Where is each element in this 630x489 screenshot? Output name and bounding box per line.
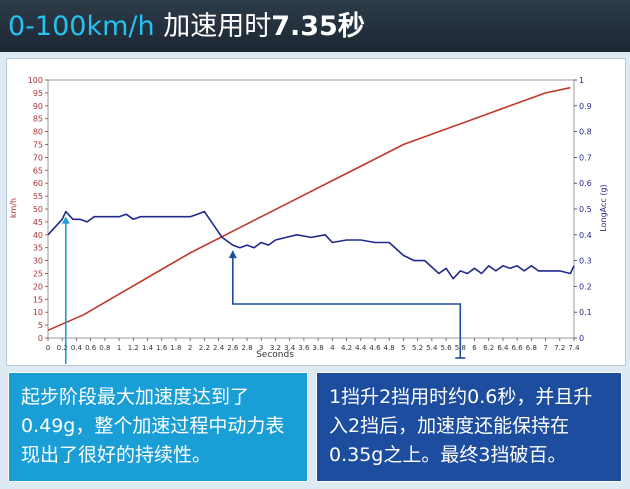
x-tick-label: 2.2	[199, 344, 210, 352]
right-tick-label: 0.1	[579, 308, 592, 317]
x-tick-label: 2	[188, 344, 192, 352]
title-prefix: 0-100km/h	[8, 10, 155, 42]
x-tick-label: 0.4	[71, 344, 83, 352]
x-tick-label: 6.2	[483, 344, 494, 352]
x-tick-label: 3.8	[313, 344, 324, 352]
acceleration-chart: 0510152025303540455055606570758085909510…	[9, 76, 608, 364]
left-tick-label: 0	[38, 334, 43, 343]
x-tick-label: 4.4	[355, 344, 367, 352]
right-tick-label: 0	[579, 334, 584, 343]
x-tick-label: 5.6	[440, 344, 452, 352]
x-tick-label: 1.4	[142, 344, 154, 352]
left-tick-label: 100	[28, 76, 43, 85]
left-tick-label: 30	[33, 257, 43, 266]
right-tick-label: 1	[579, 76, 584, 85]
left-tick-label: 15	[33, 295, 43, 304]
left-tick-label: 90	[33, 102, 43, 111]
series-layer	[47, 86, 575, 332]
left-tick-label: 75	[33, 141, 43, 150]
x-tick-label: 2.8	[241, 344, 252, 352]
left-tick-label: 60	[33, 179, 43, 188]
x-tick-label: 5.2	[412, 344, 423, 352]
x-tick-label: 7.2	[554, 344, 565, 352]
x-tick-label: 7.4	[568, 344, 580, 352]
callout-left-arrowhead	[61, 216, 70, 224]
x-tick-label: 4	[330, 344, 335, 352]
left-tick-label: 25	[33, 270, 43, 279]
left-tick-label: 80	[33, 128, 43, 137]
right-tick-label: 0.8	[579, 128, 592, 137]
note-left: 起步阶段最大加速度达到了0.49g，整个加速过程中动力表现出了很好的持续性。	[8, 372, 308, 482]
x-tick-label: 1.8	[170, 344, 181, 352]
note-right: 1挡升2挡用时约0.6秒，并且升入2挡后，加速度还能保持在0.35g之上。最终3…	[316, 372, 622, 482]
right-tick-label: 0.7	[579, 153, 592, 162]
callout-arrows	[61, 216, 466, 364]
x-tick-label: 7	[543, 344, 547, 352]
right-tick-label: 0.2	[579, 282, 592, 291]
right-tick-label: 0.6	[579, 179, 592, 188]
left-tick-label: 95	[33, 89, 43, 98]
callout-right-arrowhead	[228, 250, 237, 259]
left-tick-label: 45	[33, 218, 43, 227]
left-tick-label: 50	[33, 205, 43, 214]
title-banner: 0-100km/h 加速用时7.35秒	[0, 0, 630, 52]
x-tick-label: 3.2	[270, 344, 281, 352]
left-tick-label: 70	[33, 153, 43, 162]
left-tick-label: 20	[33, 282, 43, 291]
x-tick-label: 6.6	[512, 344, 524, 352]
x-tick-label: 0.8	[99, 344, 110, 352]
x-tick-label: 6	[472, 344, 477, 352]
callout-right-line	[232, 256, 462, 358]
right-tick-label: 0.5	[579, 205, 592, 214]
left-tick-label: 55	[33, 192, 43, 201]
series-line-acceleration	[47, 210, 575, 280]
x-tick-label: 2.6	[227, 344, 239, 352]
x-tick-label: 2.4	[213, 344, 225, 352]
right-axis-ticks: 0 0.1 0.2 0.3 0.4 0.5 0.6 0.7 0.8 0.9 1	[574, 76, 592, 343]
left-axis-ticks: 0 5 10 15 20 25 30 35 40 45 50 55 60 65 70 75 80 85 90 95 10…	[28, 76, 48, 343]
x-tick-label: 3.4	[284, 344, 296, 352]
x-tick-label: 1.6	[156, 344, 168, 352]
x-tick-label: 0	[46, 344, 50, 352]
x-tick-label: 4.2	[341, 344, 352, 352]
x-axis-ticks: 0 0.2 0.4 0.6 0.8 1 1.2 1.4 1.6 1.8 2 2.2 2.4 2.6 2.8 3…	[46, 338, 580, 352]
right-axis-label: LongAcc (g)	[599, 184, 608, 231]
x-tick-label: 0.6	[85, 344, 97, 352]
x-tick-label: 4.8	[384, 344, 395, 352]
x-tick-label: 1	[117, 344, 121, 352]
x-tick-label: 6.8	[526, 344, 537, 352]
x-axis-label: Seconds	[256, 350, 294, 360]
x-tick-label: 3.6	[298, 344, 310, 352]
right-tick-label: 0.9	[579, 102, 592, 111]
x-tick-label: 1.2	[128, 344, 139, 352]
right-tick-label: 0.4	[579, 231, 592, 240]
series-line-speed	[47, 86, 571, 332]
title-middle: 加速用时	[154, 10, 272, 42]
x-tick-label: 3	[259, 344, 263, 352]
plot-area	[47, 79, 575, 339]
x-tick-label: 5	[401, 344, 405, 352]
x-tick-label: 0.2	[57, 344, 68, 352]
title-text: 0-100km/h 加速用时7.35秒	[8, 13, 365, 40]
right-tick-label: 0.3	[579, 257, 592, 266]
x-tick-label: 6.4	[497, 344, 509, 352]
left-tick-label: 10	[33, 308, 43, 317]
x-tick-label: 4.6	[369, 344, 381, 352]
left-axis-label: km/h	[9, 198, 18, 218]
left-tick-label: 35	[33, 244, 43, 253]
left-tick-label: 85	[33, 115, 43, 124]
left-tick-label: 65	[33, 166, 43, 175]
title-suffix: 7.35秒	[271, 10, 365, 42]
x-tick-label: 5.4	[426, 344, 438, 352]
left-tick-label: 5	[38, 321, 43, 330]
plot-frame	[47, 79, 575, 339]
left-tick-label: 40	[33, 231, 43, 240]
